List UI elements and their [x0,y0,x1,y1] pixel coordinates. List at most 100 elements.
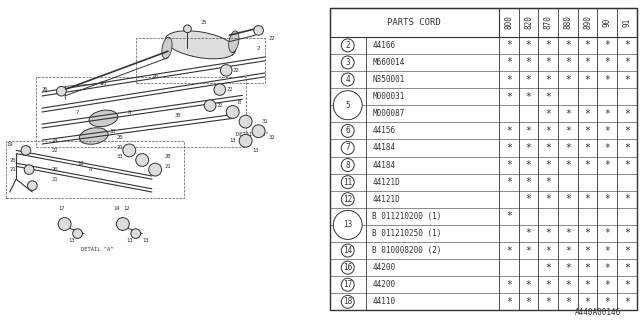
Text: 21: 21 [116,145,123,150]
Text: *: * [525,245,531,256]
Text: *: * [604,109,610,119]
Text: 11: 11 [343,178,353,187]
Text: B 011210200 (1): B 011210200 (1) [372,212,442,221]
Text: *: * [525,126,531,136]
Text: DETAIL "B": DETAIL "B" [236,132,268,137]
Ellipse shape [162,37,172,59]
Text: *: * [585,40,591,50]
Text: 8: 8 [127,109,131,115]
Text: *: * [604,126,610,136]
Text: *: * [585,58,591,68]
Text: *: * [624,58,630,68]
Circle shape [131,229,141,238]
Text: *: * [624,40,630,50]
Circle shape [341,244,354,257]
Text: *: * [545,194,551,204]
Circle shape [341,158,354,172]
Text: 4: 4 [346,75,350,84]
Text: *: * [604,160,610,170]
Text: *: * [545,92,551,102]
Text: 18: 18 [343,297,353,306]
Text: *: * [525,160,531,170]
Circle shape [73,229,83,238]
Text: 15: 15 [100,81,107,86]
Text: *: * [624,245,630,256]
Circle shape [341,124,354,137]
Text: *: * [506,280,512,290]
Text: *: * [525,143,531,153]
Text: 33: 33 [110,129,116,134]
Text: 820: 820 [524,15,533,29]
Text: *: * [585,245,591,256]
Text: *: * [506,143,512,153]
Text: 44184: 44184 [372,143,396,152]
Text: 22: 22 [233,68,239,73]
Text: *: * [624,280,630,290]
Text: *: * [585,109,591,119]
Text: A: A [89,167,92,172]
Ellipse shape [79,128,108,144]
Text: *: * [585,194,591,204]
Text: 20: 20 [10,157,16,163]
Text: N350001: N350001 [372,75,404,84]
Text: 19: 19 [6,141,13,147]
Text: *: * [506,126,512,136]
Text: *: * [525,75,531,84]
Ellipse shape [165,31,236,59]
Text: *: * [545,263,551,273]
Text: 12: 12 [343,195,353,204]
Text: 22: 22 [52,148,58,153]
Ellipse shape [89,110,118,127]
Bar [330,8,637,37]
Text: *: * [565,160,571,170]
Text: *: * [604,245,610,256]
Text: 870: 870 [544,15,553,29]
Text: *: * [525,194,531,204]
Text: 31: 31 [262,119,268,124]
Text: *: * [565,263,571,273]
Text: M000031: M000031 [372,92,404,101]
Text: *: * [604,40,610,50]
Text: 5: 5 [346,101,350,110]
Text: *: * [506,92,512,102]
Text: 25: 25 [200,20,207,25]
Text: 22: 22 [226,87,233,92]
Text: 16: 16 [343,263,353,272]
Text: *: * [506,297,512,307]
Text: 44200: 44200 [372,263,396,272]
Text: 30: 30 [175,113,181,118]
Circle shape [148,163,161,176]
Text: 2: 2 [257,45,260,51]
Text: *: * [506,160,512,170]
Circle shape [28,181,37,190]
Text: *: * [545,143,551,153]
Text: 32: 32 [268,135,275,140]
Text: B 010008200 (2): B 010008200 (2) [372,246,442,255]
Text: *: * [525,297,531,307]
Text: *: * [525,228,531,238]
Text: PARTS CORD: PARTS CORD [387,18,441,27]
Text: 20: 20 [165,154,172,159]
Text: *: * [585,297,591,307]
Text: *: * [585,75,591,84]
Text: 13: 13 [230,138,236,143]
Circle shape [341,176,354,189]
Circle shape [24,165,34,174]
Text: *: * [624,109,630,119]
Text: 8: 8 [346,161,350,170]
Circle shape [341,295,354,308]
Text: *: * [506,40,512,50]
Circle shape [252,125,265,138]
Text: *: * [545,297,551,307]
Text: *: * [565,40,571,50]
Text: *: * [585,263,591,273]
Text: M000087: M000087 [372,109,404,118]
Circle shape [341,73,354,86]
Text: 13: 13 [126,237,132,243]
Text: 44200: 44200 [372,280,396,289]
Ellipse shape [228,31,239,52]
Text: 44184: 44184 [372,161,396,170]
Text: 800: 800 [504,15,513,29]
Text: *: * [545,177,551,187]
Text: 890: 890 [583,15,592,29]
